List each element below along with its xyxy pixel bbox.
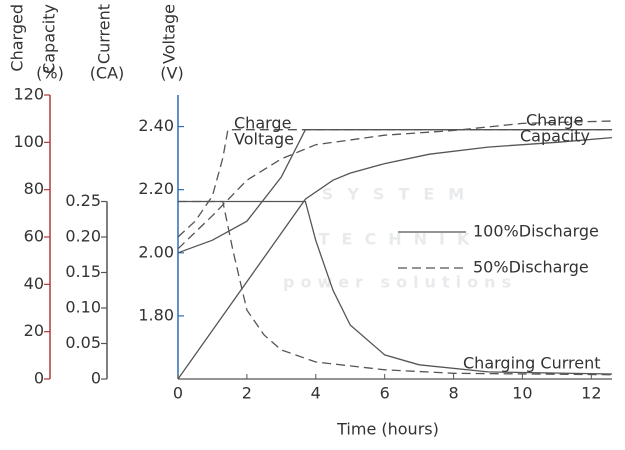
watermark: SYSTEM [322, 185, 478, 204]
y-axis-title: Current [95, 4, 114, 64]
y-tick-label: 0.20 [65, 227, 101, 246]
series-line [177, 129, 612, 254]
y-axis-title: Voltage [160, 4, 179, 64]
watermark: TECHNIK [319, 230, 482, 249]
legend-label: 100%Discharge [473, 222, 599, 241]
y-tick-label: 2.00 [138, 242, 174, 261]
y-tick-label: 20 [24, 321, 44, 340]
series-line [177, 136, 613, 380]
y-axis-title: Capacity [40, 4, 59, 74]
x-tick-label: 8 [448, 384, 458, 403]
annotation: Charging Current [463, 354, 601, 373]
x-tick-label: 10 [512, 384, 532, 403]
y-tick-label: 0.05 [65, 333, 101, 352]
series-line [177, 129, 612, 238]
x-tick-label: 6 [380, 384, 390, 403]
y-tick-label: 0.15 [65, 262, 101, 281]
annotation: Charge [526, 111, 583, 130]
legend-label: 50%Discharge [473, 258, 589, 277]
y-tick-label: 60 [24, 227, 44, 246]
series-line [178, 200, 613, 375]
y-axis-title: Charged [8, 4, 27, 72]
x-axis-title: Time (hours) [336, 420, 439, 439]
y-tick-label: 40 [24, 274, 44, 293]
y-axis-unit: (V) [160, 64, 183, 83]
series-line [178, 200, 613, 376]
y-tick-label: 0.25 [65, 191, 101, 210]
y-tick-label: 100 [13, 132, 44, 151]
x-tick-label: 0 [173, 384, 183, 403]
annotation: Charge [234, 114, 291, 133]
y-tick-label: 120 [13, 85, 44, 104]
annotation: Capacity [520, 127, 590, 146]
y-tick-label: 0.10 [65, 298, 101, 317]
annotation: Voltage [234, 130, 294, 149]
x-tick-label: 4 [311, 384, 321, 403]
y-tick-label: 0 [34, 369, 44, 388]
y-axis-unit: (%) [36, 64, 64, 83]
y-tick-label: 80 [24, 179, 44, 198]
y-tick-label: 2.20 [138, 179, 174, 198]
y-axis-unit: (CA) [90, 64, 125, 83]
x-tick-label: 12 [581, 384, 601, 403]
y-tick-label: 0 [91, 369, 101, 388]
x-tick-label: 2 [242, 384, 252, 403]
y-tick-label: 1.80 [138, 305, 174, 324]
watermark: power solutions [283, 273, 517, 292]
y-tick-label: 2.40 [138, 116, 174, 135]
